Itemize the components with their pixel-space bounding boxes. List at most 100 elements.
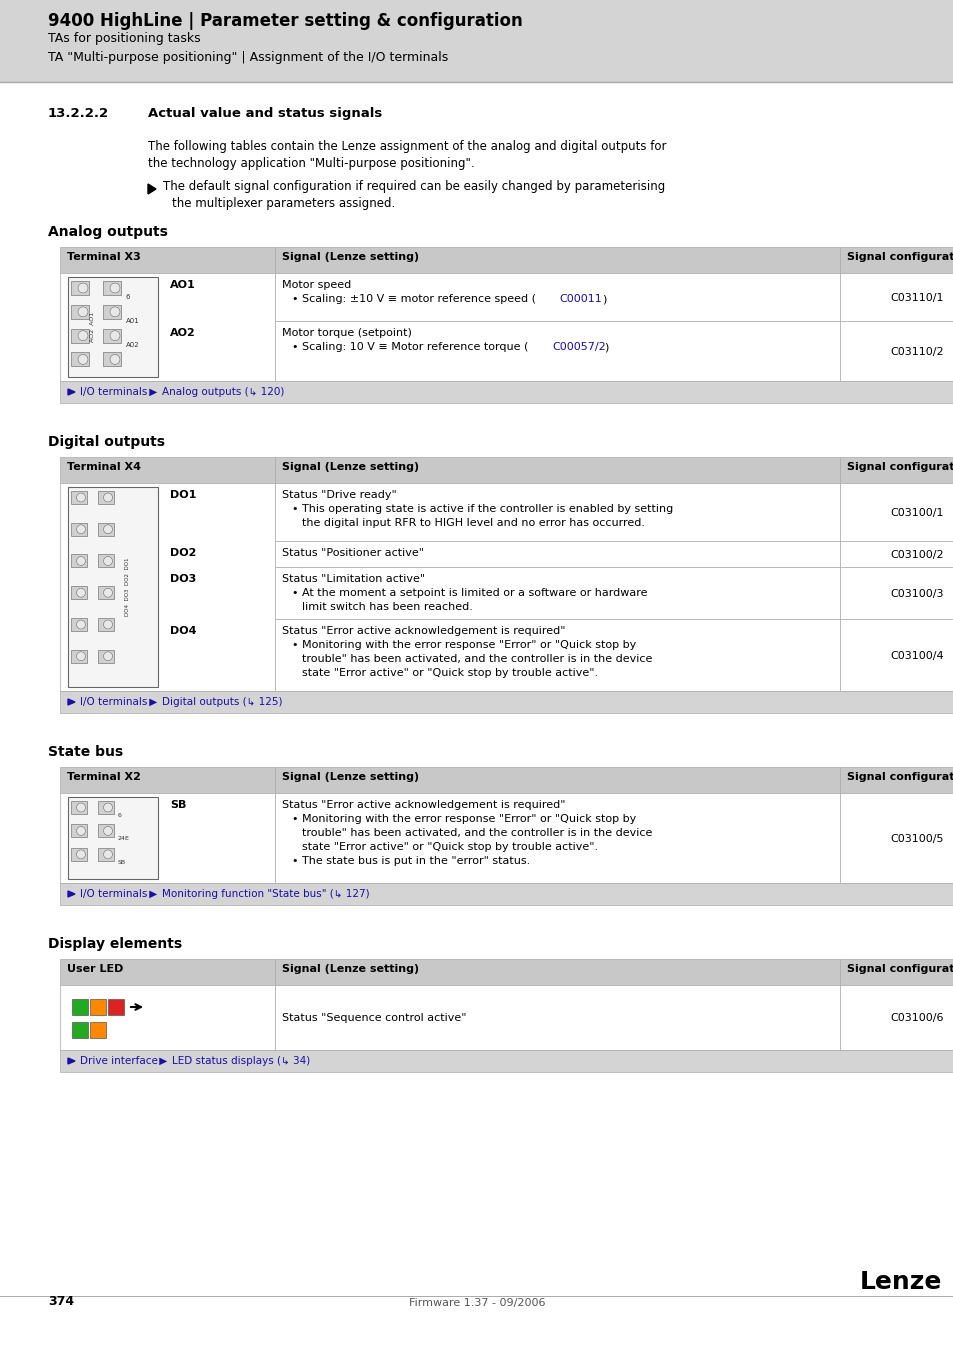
Circle shape [103, 652, 112, 660]
Bar [68, 796, 158, 879]
Text: Status "Limitation active": Status "Limitation active" [282, 574, 425, 585]
Bar [98, 522, 113, 536]
Circle shape [110, 355, 120, 364]
Text: Signal (Lenze setting): Signal (Lenze setting) [282, 252, 418, 262]
Circle shape [76, 826, 86, 836]
Bar [98, 586, 113, 599]
Text: Digital outputs (↳ 125): Digital outputs (↳ 125) [161, 697, 282, 707]
Circle shape [76, 652, 86, 660]
Text: Lenze: Lenze [859, 1270, 942, 1295]
Text: state "Error active" or "Quick stop by trouble active".: state "Error active" or "Quick stop by t… [302, 668, 598, 678]
Circle shape [78, 355, 88, 364]
Text: 6: 6 [126, 294, 131, 300]
Text: SB: SB [170, 801, 186, 810]
Bar [71, 281, 89, 296]
Bar [71, 649, 87, 663]
Text: • Scaling: ±10 V ≡ motor reference speed (: • Scaling: ±10 V ≡ motor reference speed… [292, 294, 536, 304]
Bar [274, 541, 840, 567]
Bar [60, 273, 274, 381]
Text: Signal (Lenze setting): Signal (Lenze setting) [282, 772, 418, 782]
Bar [840, 541, 953, 567]
Text: ): ) [603, 342, 608, 352]
Text: A01: A01 [126, 317, 139, 324]
Bar [108, 999, 124, 1015]
Text: Status "Drive ready": Status "Drive ready" [282, 490, 396, 500]
Circle shape [76, 589, 86, 597]
Text: Analog outputs (↳ 120): Analog outputs (↳ 120) [161, 387, 284, 397]
Circle shape [103, 556, 112, 566]
Bar [274, 620, 840, 691]
Circle shape [110, 284, 120, 293]
Bar [71, 999, 88, 1015]
Bar [71, 586, 87, 599]
Text: 6: 6 [118, 813, 122, 818]
Text: • Scaling: 10 V ≡ Motor reference torque (: • Scaling: 10 V ≡ Motor reference torque… [292, 342, 528, 352]
Polygon shape [68, 699, 75, 705]
Text: ▶: ▶ [146, 697, 161, 707]
Polygon shape [68, 891, 75, 896]
Circle shape [103, 826, 112, 836]
Text: DO4  DO3  DO2  DO1: DO4 DO3 DO2 DO1 [126, 558, 131, 616]
Text: Status "Sequence control active": Status "Sequence control active" [282, 1012, 466, 1023]
Bar [71, 618, 87, 630]
Bar [60, 767, 274, 792]
Text: C03110/1: C03110/1 [889, 293, 943, 302]
Circle shape [76, 803, 86, 811]
Bar [840, 958, 953, 986]
Text: TAs for positioning tasks: TAs for positioning tasks [48, 32, 200, 45]
Text: C03100/5: C03100/5 [889, 834, 943, 844]
Text: Signal (Lenze setting): Signal (Lenze setting) [282, 964, 418, 973]
Bar [274, 567, 840, 620]
Bar [274, 986, 840, 1050]
Bar [98, 825, 113, 837]
Bar [71, 352, 89, 366]
Bar [71, 848, 87, 861]
Text: A02: A02 [126, 342, 139, 347]
Circle shape [103, 493, 112, 502]
Bar [60, 691, 953, 713]
Circle shape [78, 306, 88, 317]
Text: trouble" has been activated, and the controller is in the device: trouble" has been activated, and the con… [302, 828, 652, 838]
Text: C00057/2: C00057/2 [552, 342, 605, 352]
Bar [60, 792, 274, 883]
Text: Digital outputs: Digital outputs [48, 435, 165, 450]
Polygon shape [68, 1058, 75, 1064]
Text: C03100/3: C03100/3 [889, 589, 943, 599]
Text: • At the moment a setpoint is limited or a software or hardware: • At the moment a setpoint is limited or… [292, 589, 647, 598]
Text: I/O terminals: I/O terminals [80, 387, 147, 397]
Text: Signal configuration: Signal configuration [846, 252, 953, 262]
Circle shape [103, 803, 112, 811]
Text: User LED: User LED [67, 964, 123, 973]
Circle shape [78, 331, 88, 340]
Text: State bus: State bus [48, 745, 123, 759]
Bar [71, 555, 87, 567]
Bar [103, 281, 121, 296]
Bar [274, 247, 840, 273]
Text: Terminal X2: Terminal X2 [67, 772, 141, 782]
Bar [60, 1050, 953, 1072]
Text: 374: 374 [48, 1295, 74, 1308]
Text: Analog outputs: Analog outputs [48, 225, 168, 239]
Text: • This operating state is active if the controller is enabled by setting: • This operating state is active if the … [292, 504, 673, 514]
Text: Motor torque (setpoint): Motor torque (setpoint) [282, 328, 412, 338]
Text: Signal (Lenze setting): Signal (Lenze setting) [282, 462, 418, 472]
Bar [840, 567, 953, 620]
Bar [274, 958, 840, 986]
Circle shape [76, 556, 86, 566]
Text: Motor speed: Motor speed [282, 279, 351, 290]
Text: state "Error active" or "Quick stop by trouble active".: state "Error active" or "Quick stop by t… [302, 842, 598, 852]
Text: the technology application "Multi-purpose positioning".: the technology application "Multi-purpos… [148, 157, 475, 170]
Text: C03100/1: C03100/1 [889, 508, 943, 518]
Bar [98, 649, 113, 663]
Text: ▶: ▶ [156, 1056, 171, 1066]
Bar [274, 792, 840, 883]
Bar [60, 483, 274, 691]
Circle shape [103, 850, 112, 859]
Text: Status "Positioner active": Status "Positioner active" [282, 548, 423, 558]
Bar [60, 986, 274, 1050]
Polygon shape [68, 389, 75, 396]
Text: LED status displays (↳ 34): LED status displays (↳ 34) [172, 1056, 310, 1066]
Bar [90, 1022, 106, 1038]
Bar [71, 1022, 88, 1038]
Bar [840, 458, 953, 483]
